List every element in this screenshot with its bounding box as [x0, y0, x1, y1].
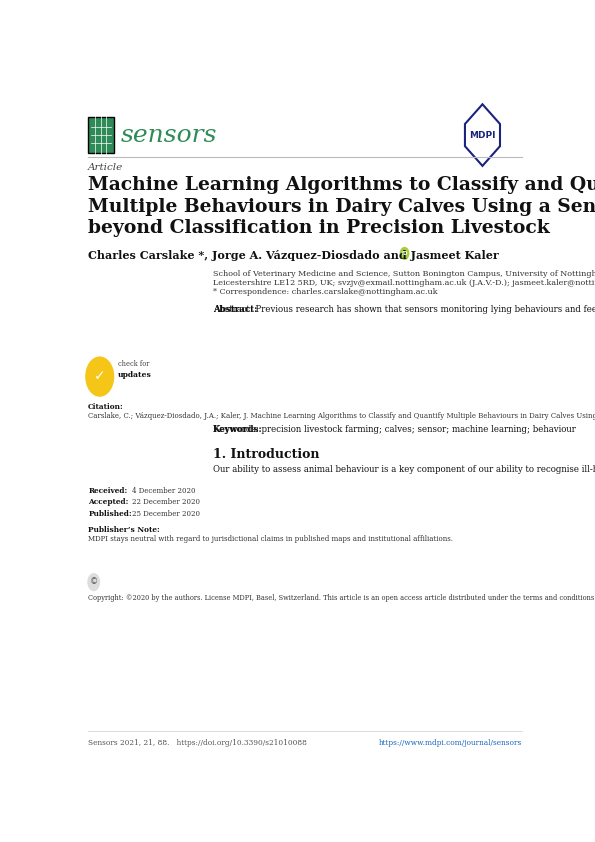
Text: Keywords:: Keywords: [213, 424, 262, 434]
Text: Keywords: precision livestock farming; calves; sensor; machine learning; behavio: Keywords: precision livestock farming; c… [213, 424, 575, 434]
Text: check for: check for [118, 360, 149, 369]
Text: Published:: Published: [88, 510, 132, 518]
Text: Copyright: ©2020 by the authors. License MDPI, Basel, Switzerland. This article : Copyright: ©2020 by the authors. License… [88, 594, 595, 602]
Circle shape [87, 573, 100, 591]
Text: Carslake, C.; Vázquez-Diosdado, J.A.; Kaler, J. Machine Learning Algorithms to C: Carslake, C.; Vázquez-Diosdado, J.A.; Ka… [88, 412, 595, 419]
Text: MDPI: MDPI [469, 131, 496, 140]
Text: 22 December 2020: 22 December 2020 [132, 498, 200, 507]
Text: ©: © [90, 578, 98, 587]
Text: updates: updates [118, 371, 152, 380]
Text: Our ability to assess animal behaviour is a key component of our ability to reco: Our ability to assess animal behaviour i… [213, 465, 595, 474]
Text: Machine Learning Algorithms to Classify and Quantify
Multiple Behaviours in Dair: Machine Learning Algorithms to Classify … [88, 176, 595, 237]
Text: sensors: sensors [120, 124, 217, 147]
Text: Leicestershire LE12 5RD, UK; svzjv@exmail.nottingham.ac.uk (J.A.V.-D.); jasmeet.: Leicestershire LE12 5RD, UK; svzjv@exmai… [213, 279, 595, 286]
Text: Sensors 2021, 21, 88.   https://doi.org/10.3390/s21010088: Sensors 2021, 21, 88. https://doi.org/10… [88, 739, 307, 747]
Text: Publisher’s Note:: Publisher’s Note: [88, 525, 160, 534]
Text: 1. Introduction: 1. Introduction [213, 448, 319, 461]
Text: iD: iD [401, 251, 408, 256]
Text: 25 December 2020: 25 December 2020 [132, 510, 200, 518]
Text: MDPI stays neutral with regard to jurisdictional claims in published maps and in: MDPI stays neutral with regard to jurisd… [88, 536, 453, 543]
Circle shape [400, 248, 409, 259]
Text: Accepted:: Accepted: [88, 498, 129, 507]
Text: Article: Article [88, 163, 123, 172]
Text: * Correspondence: charles.carslake@nottingham.ac.uk: * Correspondence: charles.carslake@notti… [213, 288, 437, 296]
Text: Abstract: Previous research has shown that sensors monitoring lying behaviours a: Abstract: Previous research has shown th… [213, 305, 595, 314]
Text: ✓: ✓ [94, 370, 105, 384]
Text: School of Veterinary Medicine and Science, Sutton Bonington Campus, University o: School of Veterinary Medicine and Scienc… [213, 269, 595, 278]
Text: 4 December 2020: 4 December 2020 [132, 487, 196, 495]
Text: Citation:: Citation: [88, 402, 124, 411]
Circle shape [86, 357, 114, 396]
Text: https://www.mdpi.com/journal/sensors: https://www.mdpi.com/journal/sensors [378, 739, 522, 747]
FancyBboxPatch shape [88, 117, 114, 153]
Text: Received:: Received: [88, 487, 127, 495]
Text: Abstract:: Abstract: [213, 305, 257, 313]
Text: Charles Carslake *, Jorge A. Vázquez-Diosdado and Jasmeet Kaler: Charles Carslake *, Jorge A. Vázquez-Dio… [88, 250, 499, 261]
